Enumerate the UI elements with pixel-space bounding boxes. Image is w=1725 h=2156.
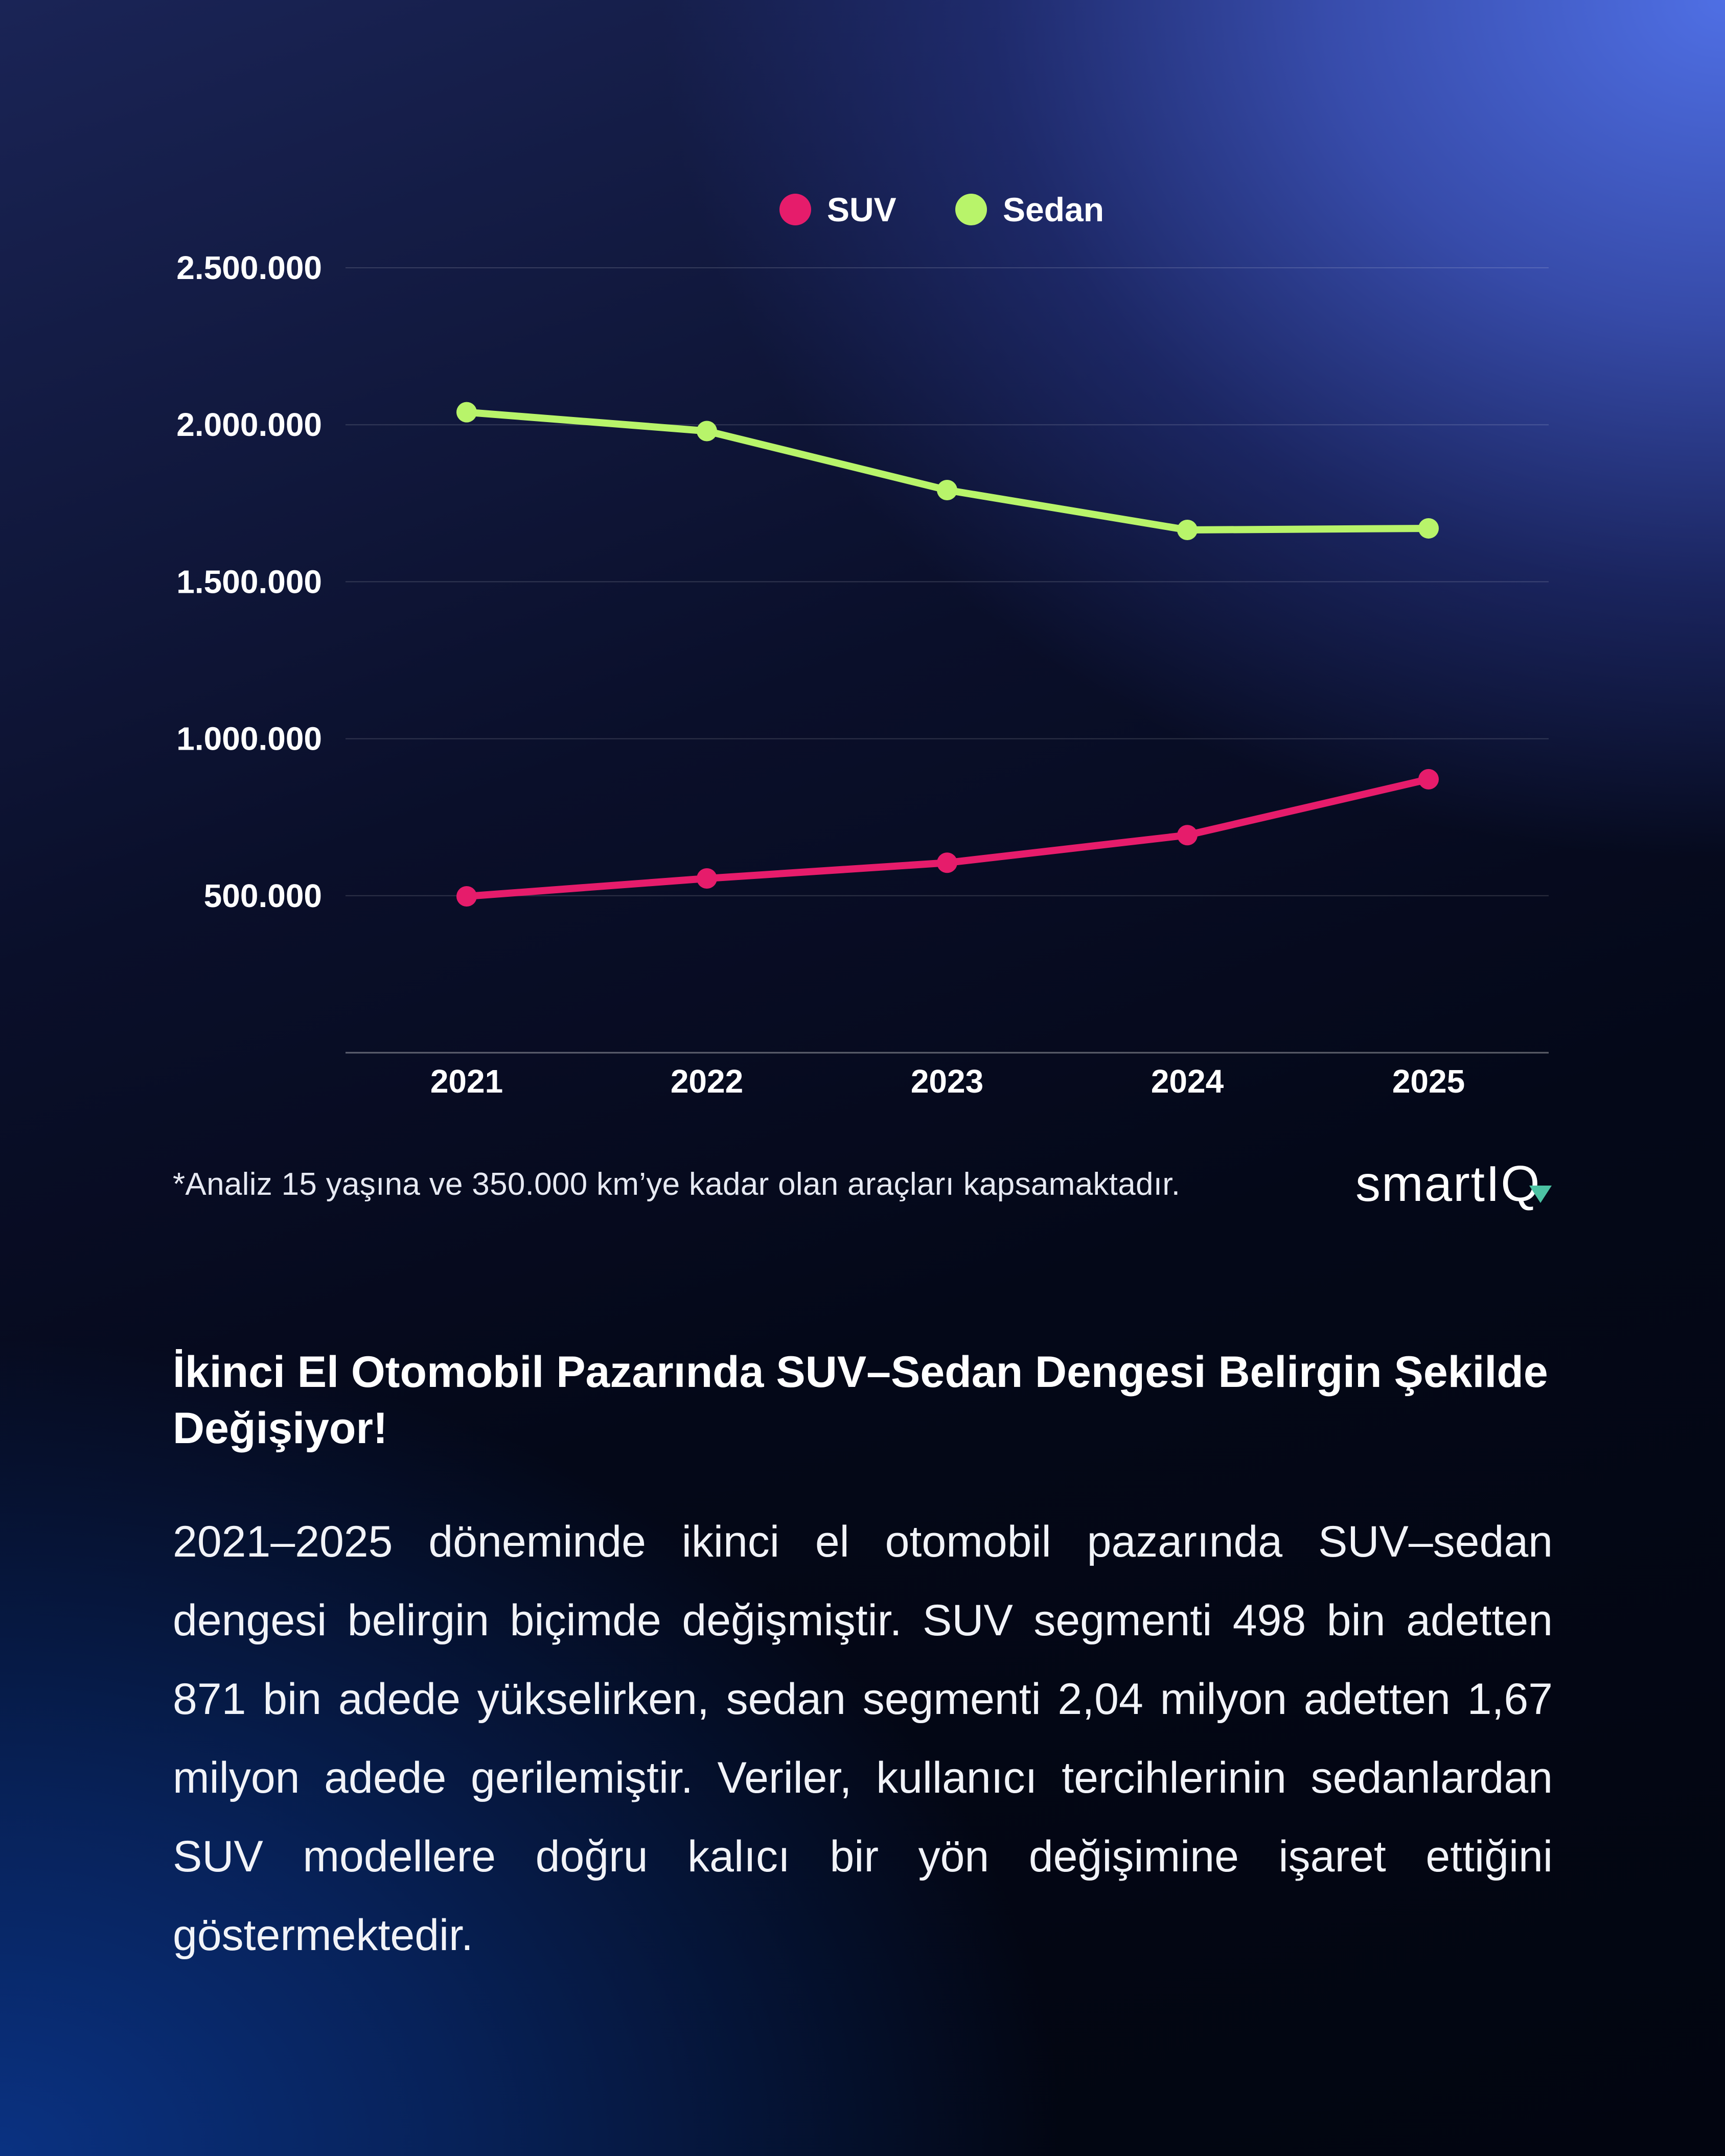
y-tick-label: 1.500.000 xyxy=(176,563,322,600)
y-tick-label: 2.000.000 xyxy=(176,406,322,443)
suv-legend-marker-icon xyxy=(779,194,811,225)
suv-series-line xyxy=(463,775,1432,900)
x-tick-label: 2021 xyxy=(430,1063,503,1100)
x-axis-labels: 2021 2022 2023 2024 2025 xyxy=(430,1063,1465,1100)
suv-point-2021 xyxy=(456,886,477,907)
x-tick-label: 2022 xyxy=(671,1063,743,1100)
x-tick-label: 2024 xyxy=(1151,1063,1224,1100)
logo-mark-icon xyxy=(1529,1185,1552,1203)
sedan-point-2023 xyxy=(937,479,957,500)
legend: SUV Sedan xyxy=(779,191,1104,228)
y-axis-labels: 500.000 1.000.000 1.500.000 2.000.000 2.500.… xyxy=(176,249,322,914)
logo-text: smartIQ xyxy=(1355,1155,1541,1212)
y-tick-label: 2.500.000 xyxy=(176,249,322,286)
footnote: *Analiz 15 yaşına ve 350.000 km’ye kadar… xyxy=(173,1167,1181,1202)
line-chart: 500.000 1.000.000 1.500.000 2.000.000 2.500.… xyxy=(176,191,1549,1100)
body-paragraph: 2021–2025 döneminde ikinci el otomobil p… xyxy=(173,1517,1553,1960)
sedan-point-2022 xyxy=(697,421,717,442)
suv-point-2023 xyxy=(937,852,957,873)
sedan-point-2024 xyxy=(1177,520,1198,541)
x-tick-label: 2025 xyxy=(1392,1063,1465,1100)
suv-legend-label: SUV xyxy=(827,191,896,228)
sedan-legend-label: Sedan xyxy=(1003,191,1104,228)
y-tick-label: 500.000 xyxy=(204,877,322,914)
sedan-legend-marker-icon xyxy=(955,194,987,225)
headline: İkinci El Otomobil Pazarında SUV–Sedan D… xyxy=(173,1348,1548,1453)
x-tick-label: 2023 xyxy=(911,1063,983,1100)
sedan-series-line xyxy=(463,408,1432,534)
suv-point-2025 xyxy=(1418,769,1439,790)
sedan-point-2021 xyxy=(456,402,477,423)
series-points xyxy=(456,402,1439,907)
suv-point-2022 xyxy=(697,868,717,889)
gridlines xyxy=(346,267,1549,1054)
suv-point-2024 xyxy=(1177,825,1198,846)
y-tick-label: 1.000.000 xyxy=(176,721,322,757)
smartiq-logo: smartIQ xyxy=(1355,1155,1552,1213)
sedan-point-2025 xyxy=(1418,518,1439,539)
